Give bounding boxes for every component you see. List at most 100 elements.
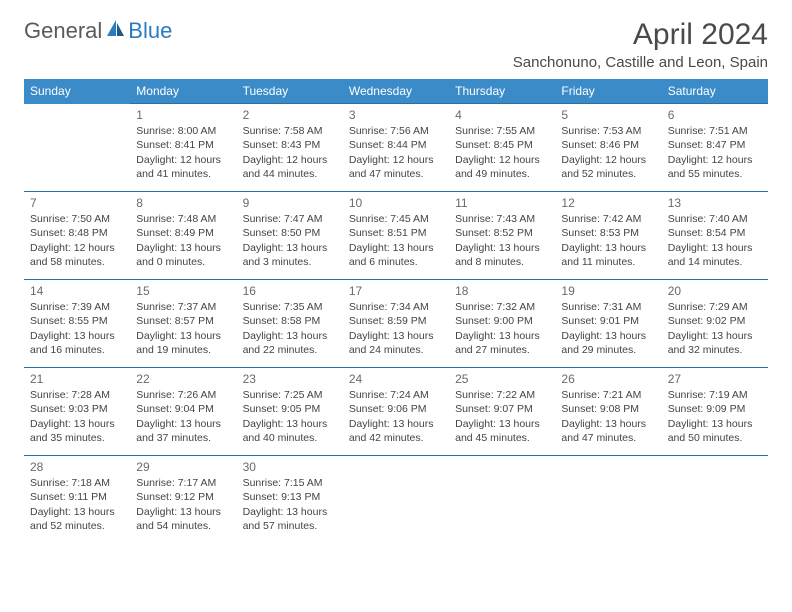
calendar-day-cell: 17Sunrise: 7:34 AMSunset: 8:59 PMDayligh… xyxy=(343,280,449,368)
calendar-day-cell: 1Sunrise: 8:00 AMSunset: 8:41 PMDaylight… xyxy=(130,104,236,192)
weekday-header-row: SundayMondayTuesdayWednesdayThursdayFrid… xyxy=(24,79,768,104)
sunset-text: Sunset: 9:06 PM xyxy=(349,402,443,416)
day-number: 5 xyxy=(561,107,655,123)
weekday-header: Tuesday xyxy=(237,79,343,104)
weekday-header: Sunday xyxy=(24,79,130,104)
day-number: 17 xyxy=(349,283,443,299)
sunrise-text: Sunrise: 7:48 AM xyxy=(136,212,230,226)
day-number: 21 xyxy=(30,371,124,387)
daylight-text: Daylight: 13 hours xyxy=(668,241,762,255)
sunset-text: Sunset: 8:51 PM xyxy=(349,226,443,240)
weekday-header: Saturday xyxy=(662,79,768,104)
daylight-text: and 35 minutes. xyxy=(30,431,124,445)
day-number: 25 xyxy=(455,371,549,387)
calendar-day-cell: 27Sunrise: 7:19 AMSunset: 9:09 PMDayligh… xyxy=(662,368,768,456)
page-header: General Blue April 2024 Sanchonuno, Cast… xyxy=(24,18,768,71)
calendar-day-cell: 30Sunrise: 7:15 AMSunset: 9:13 PMDayligh… xyxy=(237,456,343,544)
day-number: 11 xyxy=(455,195,549,211)
day-number: 16 xyxy=(243,283,337,299)
sunset-text: Sunset: 9:03 PM xyxy=(30,402,124,416)
sunrise-text: Sunrise: 7:21 AM xyxy=(561,388,655,402)
daylight-text: and 45 minutes. xyxy=(455,431,549,445)
sunrise-text: Sunrise: 7:42 AM xyxy=(561,212,655,226)
sunrise-text: Sunrise: 7:40 AM xyxy=(668,212,762,226)
sunrise-text: Sunrise: 7:53 AM xyxy=(561,124,655,138)
calendar-week-row: 21Sunrise: 7:28 AMSunset: 9:03 PM Dayligh… xyxy=(24,368,768,456)
sunset-text: Sunset: 8:47 PM xyxy=(668,138,762,152)
sunrise-text: Sunrise: 7:56 AM xyxy=(349,124,443,138)
daylight-text: and 52 minutes. xyxy=(30,519,124,533)
daylight-text: Daylight: 13 hours xyxy=(455,241,549,255)
calendar-day-cell: 22Sunrise: 7:26 AMSunset: 9:04 PMDayligh… xyxy=(130,368,236,456)
month-title: April 2024 xyxy=(513,18,768,52)
daylight-text: Daylight: 13 hours xyxy=(455,329,549,343)
calendar-week-row: 1Sunrise: 8:00 AMSunset: 8:41 PMDaylight… xyxy=(24,104,768,192)
daylight-text: Daylight: 12 hours xyxy=(136,153,230,167)
sunrise-text: Sunrise: 7:55 AM xyxy=(455,124,549,138)
sunset-text: Sunset: 8:43 PM xyxy=(243,138,337,152)
weekday-header: Monday xyxy=(130,79,236,104)
calendar-body: 1Sunrise: 8:00 AMSunset: 8:41 PMDaylight… xyxy=(24,104,768,544)
day-number: 3 xyxy=(349,107,443,123)
day-number: 30 xyxy=(243,459,337,475)
sunset-text: Sunset: 8:50 PM xyxy=(243,226,337,240)
day-number: 15 xyxy=(136,283,230,299)
sunset-text: Sunset: 8:57 PM xyxy=(136,314,230,328)
daylight-text: and 47 minutes. xyxy=(349,167,443,181)
daylight-text: Daylight: 12 hours xyxy=(349,153,443,167)
daylight-text: Daylight: 13 hours xyxy=(136,505,230,519)
logo: General Blue xyxy=(24,18,172,44)
calendar-day-cell: 8Sunrise: 7:48 AMSunset: 8:49 PMDaylight… xyxy=(130,192,236,280)
daylight-text: and 11 minutes. xyxy=(561,255,655,269)
daylight-text: and 8 minutes. xyxy=(455,255,549,269)
day-number: 9 xyxy=(243,195,337,211)
calendar-day-cell: 6Sunrise: 7:51 AMSunset: 8:47 PMDaylight… xyxy=(662,104,768,192)
daylight-text: Daylight: 13 hours xyxy=(561,241,655,255)
logo-text-blue: Blue xyxy=(128,18,172,44)
calendar-day-cell xyxy=(555,456,661,544)
daylight-text: and 3 minutes. xyxy=(243,255,337,269)
daylight-text: Daylight: 13 hours xyxy=(243,241,337,255)
sunset-text: Sunset: 8:58 PM xyxy=(243,314,337,328)
calendar-day-cell: 7Sunrise: 7:50 AMSunset: 8:48 PMDaylight… xyxy=(24,192,130,280)
sunset-text: Sunset: 9:01 PM xyxy=(561,314,655,328)
daylight-text: Daylight: 13 hours xyxy=(243,329,337,343)
sunset-text: Sunset: 8:52 PM xyxy=(455,226,549,240)
sunset-text: Sunset: 8:55 PM xyxy=(30,314,124,328)
sunrise-text: Sunrise: 7:25 AM xyxy=(243,388,337,402)
daylight-text: and 44 minutes. xyxy=(243,167,337,181)
day-number: 18 xyxy=(455,283,549,299)
day-number: 8 xyxy=(136,195,230,211)
day-number: 6 xyxy=(668,107,762,123)
sunset-text: Sunset: 9:00 PM xyxy=(455,314,549,328)
daylight-text: and 54 minutes. xyxy=(136,519,230,533)
calendar-day-cell: 15Sunrise: 7:37 AMSunset: 8:57 PMDayligh… xyxy=(130,280,236,368)
sunrise-text: Sunrise: 7:28 AM xyxy=(30,388,124,402)
daylight-text: and 52 minutes. xyxy=(561,167,655,181)
day-number: 24 xyxy=(349,371,443,387)
sunset-text: Sunset: 8:53 PM xyxy=(561,226,655,240)
day-number: 1 xyxy=(136,107,230,123)
calendar-day-cell: 26Sunrise: 7:21 AMSunset: 9:08 PMDayligh… xyxy=(555,368,661,456)
daylight-text: Daylight: 12 hours xyxy=(561,153,655,167)
calendar-day-cell: 20Sunrise: 7:29 AMSunset: 9:02 PMDayligh… xyxy=(662,280,768,368)
calendar-day-cell: 10Sunrise: 7:45 AMSunset: 8:51 PMDayligh… xyxy=(343,192,449,280)
sunset-text: Sunset: 8:49 PM xyxy=(136,226,230,240)
day-number: 29 xyxy=(136,459,230,475)
daylight-text: and 14 minutes. xyxy=(668,255,762,269)
sunrise-text: Sunrise: 7:19 AM xyxy=(668,388,762,402)
sunset-text: Sunset: 9:12 PM xyxy=(136,490,230,504)
daylight-text: and 41 minutes. xyxy=(136,167,230,181)
sunrise-text: Sunrise: 7:29 AM xyxy=(668,300,762,314)
sunrise-text: Sunrise: 7:47 AM xyxy=(243,212,337,226)
sunset-text: Sunset: 8:46 PM xyxy=(561,138,655,152)
sunset-text: Sunset: 8:54 PM xyxy=(668,226,762,240)
daylight-text: and 24 minutes. xyxy=(349,343,443,357)
day-number: 2 xyxy=(243,107,337,123)
daylight-text: Daylight: 13 hours xyxy=(136,417,230,431)
day-number: 10 xyxy=(349,195,443,211)
daylight-text: Daylight: 12 hours xyxy=(455,153,549,167)
sunrise-text: Sunrise: 7:34 AM xyxy=(349,300,443,314)
daylight-text: Daylight: 13 hours xyxy=(349,241,443,255)
day-number: 26 xyxy=(561,371,655,387)
